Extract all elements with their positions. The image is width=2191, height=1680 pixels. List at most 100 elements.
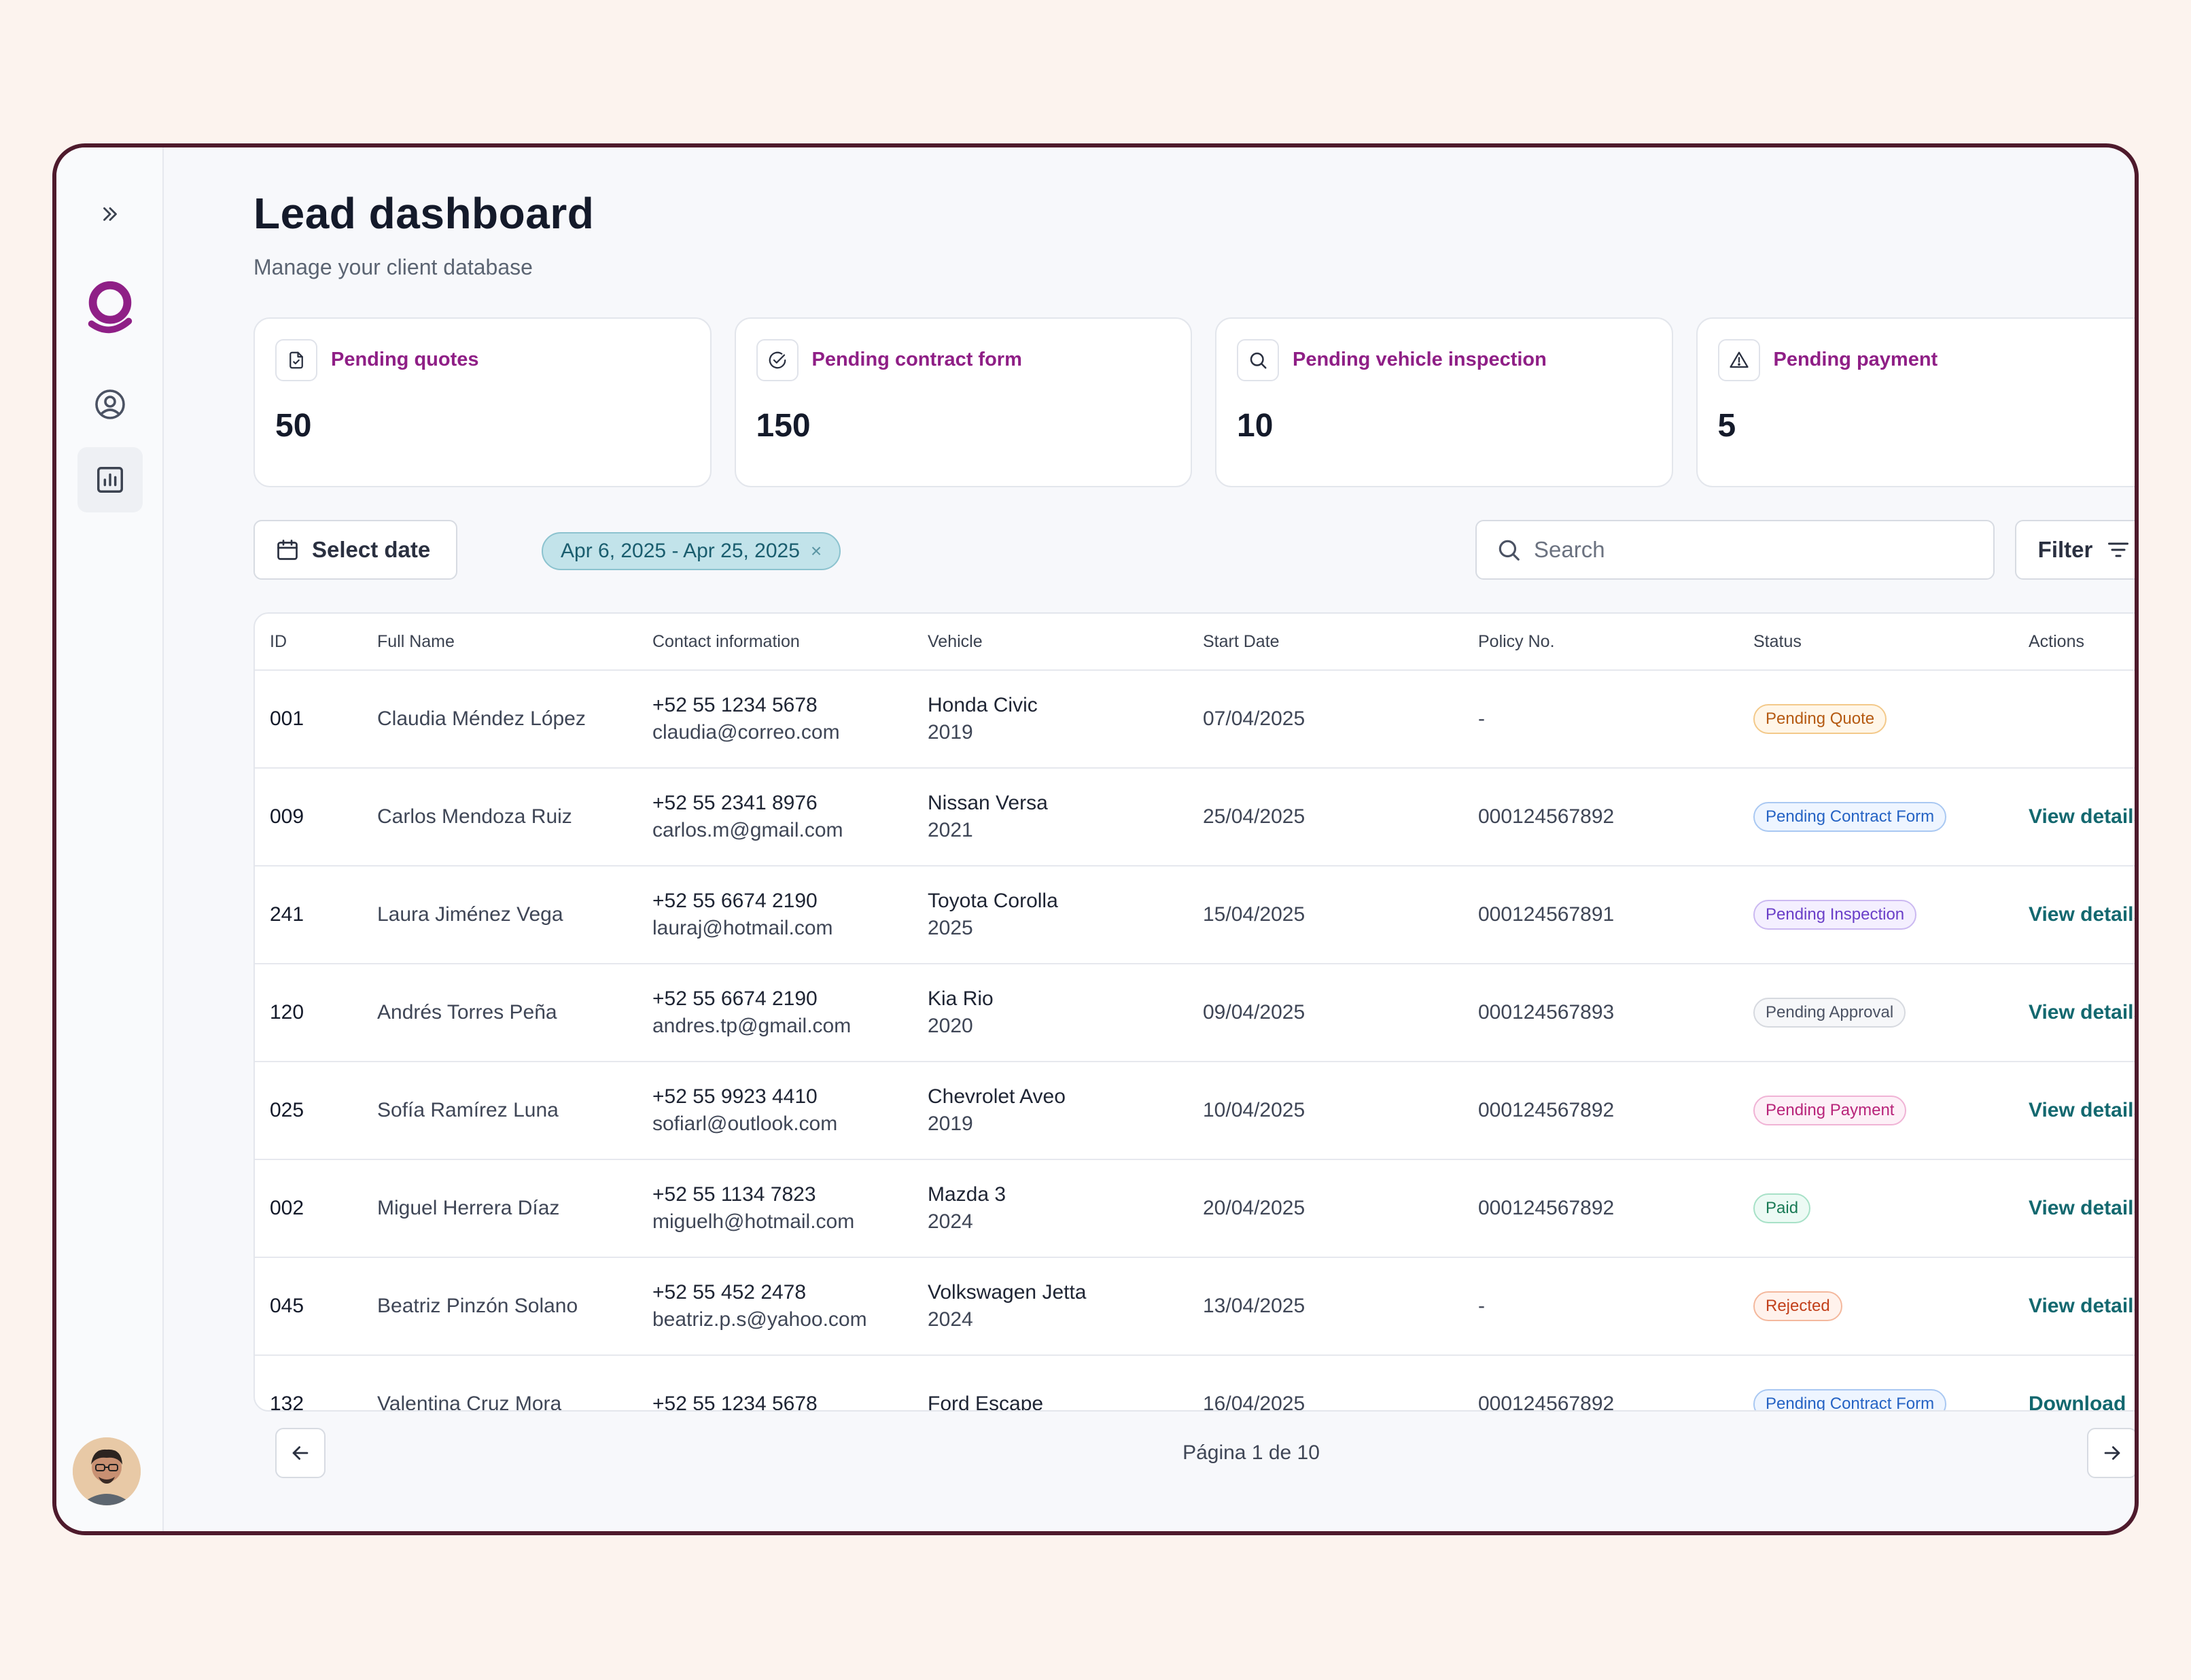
row-phone: +52 55 1234 5678 [652,1393,818,1412]
view-details-link[interactable]: View details [2029,903,2139,926]
pagination-label: Página 1 de 10 [1182,1441,1320,1464]
table-row[interactable]: 009 Carlos Mendoza Ruiz +52 55 2341 8976 ca… [255,769,2139,867]
view-details-link[interactable]: View details [2029,1295,2139,1317]
status-badge: Pending Inspection [1753,900,1917,930]
date-range-chip[interactable]: Apr 6, 2025 - Apr 25, 2025 × [542,532,841,570]
row-phone: +52 55 1134 7823 [652,1183,816,1206]
stat-cards: Pending quotes 50 Pending contract form … [253,317,2135,487]
row-contact: +52 55 6674 2190 lauraj@hotmail.com [652,888,833,942]
close-icon[interactable]: × [810,540,822,561]
column-header-id[interactable]: ID [270,631,287,651]
filter-label: Filter [2037,537,2093,562]
search-box[interactable] [1475,520,1995,580]
file-check-icon [290,351,303,369]
row-id: 002 [270,1197,304,1219]
stat-card-pending-quotes[interactable]: Pending quotes 50 [253,317,712,487]
row-vehicle: Volkswagen Jetta 2024 [928,1279,1086,1333]
stat-card-pending-contract-form[interactable]: Pending contract form 150 [734,317,1192,487]
row-phone: +52 55 2341 8976 [652,792,818,814]
row-email: claudia@correo.com [652,721,840,743]
row-vehicle-model: Nissan Versa [928,792,1048,814]
row-phone: +52 55 6674 2190 [652,890,818,912]
row-email: carlos.m@gmail.com [652,819,843,841]
row-full-name: Claudia Méndez López [377,707,586,730]
column-header-contact[interactable]: Contact information [652,631,800,651]
row-vehicle: Honda Civic 2019 [928,692,1038,746]
column-header-status[interactable]: Status [1753,631,1802,651]
table-row[interactable]: 045 Beatriz Pinzón Solano +52 55 452 2478 b… [255,1258,2139,1356]
previous-page-button[interactable] [275,1428,326,1478]
column-header-full-name[interactable]: Full Name [377,631,455,651]
row-policy-no: - [1478,707,1485,730]
avatar[interactable] [73,1437,141,1505]
row-contact: +52 55 1134 7823 miguelh@hotmail.com [652,1181,854,1236]
row-vehicle: Ford Escape [928,1390,1043,1410]
row-phone: +52 55 6674 2190 [652,987,818,1010]
column-header-policy-no[interactable]: Policy No. [1478,631,1555,651]
row-phone: +52 55 452 2478 [652,1281,807,1303]
q-logo-icon [88,281,133,334]
stat-card-pending-payment[interactable]: Pending payment 5 [1696,317,2135,487]
status-badge: Pending Contract Form [1753,1389,1947,1410]
row-contact: +52 55 9923 4410 sofiarl@outlook.com [652,1083,837,1138]
status-badge: Rejected [1753,1291,1842,1321]
row-full-name: Valentina Cruz Mora [377,1393,562,1412]
row-id: 009 [270,805,304,828]
date-range-label: Apr 6, 2025 - Apr 25, 2025 [561,540,800,562]
table-row[interactable]: 025 Sofía Ramírez Luna +52 55 9923 4410 sof… [255,1062,2139,1160]
row-status: Pending Approval [1753,998,1906,1028]
table-row[interactable]: 241 Laura Jiménez Vega +52 55 6674 2190 lau… [255,867,2139,964]
stat-card-label: Pending quotes [331,349,479,370]
row-policy-no: 000124567892 [1478,1197,1615,1219]
stat-card-value: 10 [1237,408,1274,444]
view-details-link[interactable]: View details [2029,1099,2139,1121]
row-vehicle-year: 2024 [928,1210,973,1233]
row-status: Pending Contract Form [1753,802,1947,832]
row-policy-no: 000124567891 [1478,903,1615,926]
view-details-link[interactable]: View details [2029,1001,2139,1023]
row-full-name: Sofía Ramírez Luna [377,1099,559,1121]
row-vehicle: Nissan Versa 2021 [928,790,1048,844]
table-row[interactable]: 132 Valentina Cruz Mora +52 55 1234 5678 Fo… [255,1356,2135,1412]
table-row[interactable]: 002 Miguel Herrera Díaz +52 55 1134 7823 mi… [255,1160,2139,1258]
row-vehicle: Chevrolet Aveo 2019 [928,1083,1066,1138]
table-row[interactable]: 001 Claudia Méndez López +52 55 1234 5678 c… [255,671,2135,769]
row-phone: +52 55 9923 4410 [652,1085,818,1108]
sidebar-item-profile[interactable] [77,372,143,437]
row-policy-no: 000124567892 [1478,1099,1615,1121]
calendar-icon [277,540,298,560]
search-input[interactable] [1534,537,1969,563]
row-id: 001 [270,707,304,730]
row-policy-no: 000124567893 [1478,1001,1615,1023]
row-contact: +52 55 2341 8976 carlos.m@gmail.com [652,790,843,844]
row-email: beatriz.p.s@yahoo.com [652,1308,867,1331]
view-details-link[interactable]: View details [2029,805,2139,828]
expand-sidebar-button[interactable] [77,181,143,247]
user-avatar-icon [73,1437,141,1505]
row-vehicle: Toyota Corolla 2025 [928,888,1058,942]
row-id: 241 [270,903,304,926]
select-date-button[interactable]: Select date [253,520,457,580]
check-circle-icon [769,351,786,369]
column-header-start-date[interactable]: Start Date [1203,631,1280,651]
row-policy-no: - [1478,1295,1485,1317]
next-page-button[interactable] [2087,1428,2135,1478]
stat-card-value: 150 [756,408,811,444]
row-contact: +52 55 1234 5678 [652,1390,818,1412]
stat-card-pending-vehicle-inspection[interactable]: Pending vehicle inspection 10 [1215,317,1673,487]
stat-card-label: Pending contract form [811,349,1022,370]
row-status: Pending Inspection [1753,900,1917,930]
row-email: sofiarl@outlook.com [652,1113,838,1135]
row-vehicle-model: Chevrolet Aveo [928,1085,1066,1108]
sidebar-item-dashboard[interactable] [77,447,143,512]
row-vehicle-year: 2019 [928,721,973,743]
view-details-link[interactable]: View details [2029,1197,2139,1219]
download-link[interactable]: Download [2029,1393,2126,1412]
row-status: Rejected [1753,1291,1842,1321]
row-full-name: Andrés Torres Peña [377,1001,557,1023]
table-header: ID Full Name Contact information Vehicle… [255,614,2135,671]
table-row[interactable]: 120 Andrés Torres Peña +52 55 6674 2190 and… [255,964,2139,1062]
row-id: 132 [270,1393,304,1412]
filter-button[interactable]: Filter [2015,520,2135,580]
column-header-vehicle[interactable]: Vehicle [928,631,983,651]
